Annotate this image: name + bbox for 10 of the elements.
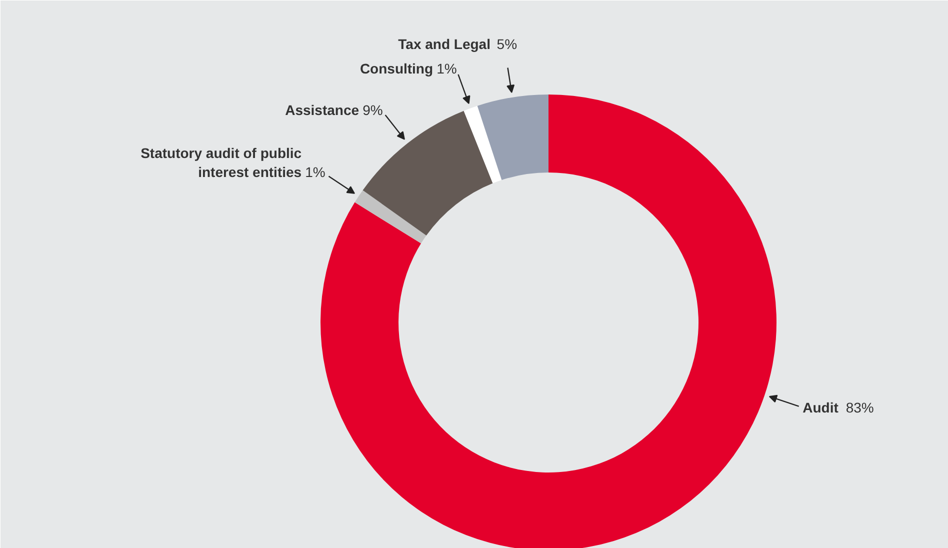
slice-label: Statutory audit of public interest entities (140, 144, 302, 180)
slice-label: Tax and Legal (398, 36, 490, 52)
slice-label: Assistance (285, 102, 360, 118)
slice-label: Consulting (360, 60, 434, 77)
slice-label: Audit (802, 400, 839, 416)
data-label: 9% (362, 102, 383, 118)
data-label: 1% (305, 164, 326, 180)
data-label: 83% (846, 400, 874, 416)
data-label: 1% (436, 60, 457, 77)
data-label: 5% (496, 36, 518, 52)
